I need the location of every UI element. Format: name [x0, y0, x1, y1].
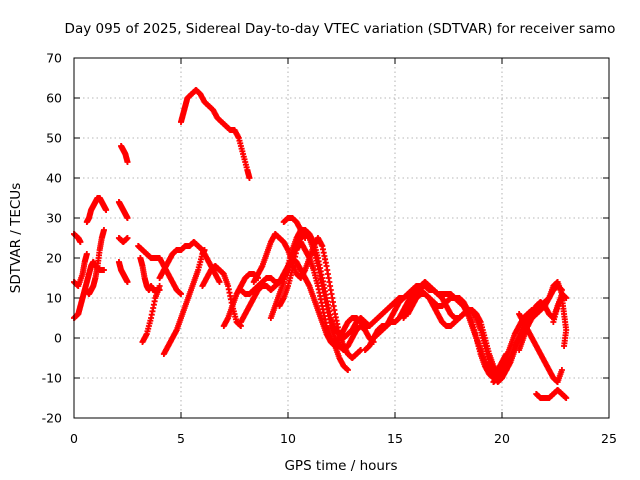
series-arc31	[516, 291, 570, 353]
series-arc33	[550, 295, 570, 349]
y-tick-label: 70	[46, 51, 62, 66]
series-arc1	[71, 231, 84, 245]
y-tick-label: -20	[42, 411, 62, 426]
data-point	[156, 283, 163, 289]
chart-title: Day 095 of 2025, Sidereal Day-to-day VTE…	[65, 21, 616, 37]
data-point	[103, 207, 110, 213]
series-arc2	[71, 251, 90, 289]
data-point	[344, 367, 351, 373]
x-tick-label: 0	[70, 431, 78, 446]
series-arc12	[139, 283, 163, 345]
x-tick-label: 20	[494, 431, 510, 446]
series-arc5	[83, 195, 110, 225]
data-point	[178, 291, 184, 297]
series-arc9	[115, 259, 131, 285]
series-arc16	[178, 87, 253, 181]
data-point	[124, 215, 131, 221]
data-point	[558, 367, 565, 373]
series-arc15	[156, 255, 184, 297]
tick-layer: 0 5 10 15 20 25 -20 -10 0 10 20 30 40 50 60 70	[42, 51, 617, 447]
series-arc22	[250, 231, 364, 361]
series-arc24	[280, 215, 309, 241]
plot-frame	[73, 57, 610, 419]
data-point	[216, 279, 223, 285]
data-point	[83, 251, 90, 257]
data-point	[100, 267, 107, 273]
y-tick-label: -10	[42, 371, 62, 386]
data-point	[124, 279, 131, 285]
x-tick-label: 10	[280, 431, 296, 446]
series-arc34	[533, 387, 570, 401]
x-axis-title: GPS time / hours	[284, 458, 397, 474]
y-tick-label: 60	[46, 91, 62, 106]
series-arc6	[118, 143, 131, 165]
series-arc13	[160, 247, 208, 357]
data-point	[563, 395, 570, 401]
x-tick-label: 5	[177, 431, 185, 446]
y-tick-label: 50	[46, 131, 62, 146]
data-point	[77, 239, 84, 245]
x-tick-label: 25	[601, 431, 617, 446]
data-point	[561, 343, 568, 349]
series-arc7	[115, 199, 131, 221]
x-tick-label: 15	[387, 431, 403, 446]
series-arc14	[156, 239, 223, 285]
data-layer	[71, 87, 570, 401]
y-tick-label: 0	[54, 331, 62, 346]
series-arc32	[516, 311, 565, 385]
y-axis-title: SDTVAR / TECUs	[8, 183, 24, 293]
y-tick-label: 30	[46, 211, 62, 226]
data-point	[124, 235, 131, 241]
y-tick-label: 40	[46, 171, 62, 186]
data-point	[302, 235, 309, 241]
series-arc23	[276, 239, 351, 373]
y-tick-label: 10	[46, 291, 62, 306]
data-point	[124, 159, 131, 165]
data-point	[246, 175, 253, 181]
series-arc4	[83, 227, 107, 297]
series-arc8	[115, 235, 131, 245]
data-point	[100, 227, 107, 233]
y-tick-label: 20	[46, 251, 62, 266]
